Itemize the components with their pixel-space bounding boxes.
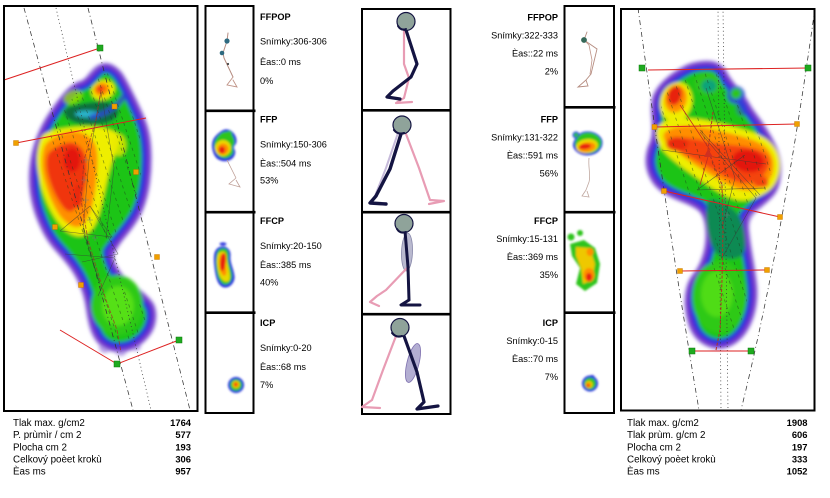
svg-text:Tlak prùm. g/cm 2: Tlak prùm. g/cm 2 <box>627 430 705 441</box>
svg-text:Snímky:131-322: Snímky:131-322 <box>491 133 558 143</box>
svg-text:957: 957 <box>175 466 191 477</box>
svg-text:7%: 7% <box>545 372 558 382</box>
svg-text:Celkový poèet krokù: Celkový poèet krokù <box>13 454 102 465</box>
svg-text:2%: 2% <box>545 67 558 77</box>
svg-text:FFPOP: FFPOP <box>260 12 291 22</box>
svg-text:FFP: FFP <box>260 115 277 125</box>
svg-text:Snímky:20-150: Snímky:20-150 <box>260 241 322 251</box>
svg-text:53%: 53% <box>260 176 278 186</box>
svg-text:Snímky:322-333: Snímky:322-333 <box>491 31 558 41</box>
svg-text:40%: 40% <box>260 278 278 288</box>
svg-text:Plocha cm 2: Plocha cm 2 <box>627 442 681 453</box>
svg-text:1764: 1764 <box>170 417 192 428</box>
svg-text:Èas::70 ms: Èas::70 ms <box>512 354 558 364</box>
svg-text:P. prùmìr / cm 2: P. prùmìr / cm 2 <box>13 430 81 441</box>
svg-text:Snímky:150-306: Snímky:150-306 <box>260 140 327 150</box>
svg-text:7%: 7% <box>260 380 273 390</box>
svg-text:Tlak max. g/cm2: Tlak max. g/cm2 <box>627 418 699 429</box>
svg-text:577: 577 <box>175 429 191 440</box>
svg-text:1908: 1908 <box>787 417 808 428</box>
svg-text:Snímky:0-15: Snímky:0-15 <box>506 336 558 346</box>
svg-text:Èas::369 ms: Èas::369 ms <box>507 252 558 262</box>
svg-text:FFPOP: FFPOP <box>527 13 558 23</box>
svg-text:Èas::22 ms: Èas::22 ms <box>512 49 558 59</box>
svg-text:Èas::0 ms: Èas::0 ms <box>260 57 301 67</box>
svg-text:Celkový poèet krokù: Celkový poèet krokù <box>627 454 716 465</box>
svg-text:306: 306 <box>175 453 191 464</box>
svg-text:Èas::68 ms: Èas::68 ms <box>260 362 306 372</box>
svg-text:Snímky:306-306: Snímky:306-306 <box>260 37 327 47</box>
svg-text:FFP: FFP <box>541 115 558 125</box>
svg-text:606: 606 <box>792 429 808 440</box>
svg-text:Tlak max. g/cm2: Tlak max. g/cm2 <box>13 418 85 429</box>
svg-text:Èas ms: Èas ms <box>13 467 46 478</box>
svg-text:333: 333 <box>792 453 808 464</box>
svg-text:1052: 1052 <box>787 466 808 477</box>
svg-text:35%: 35% <box>540 270 558 280</box>
svg-text:Snímky:15-131: Snímky:15-131 <box>496 234 558 244</box>
svg-text:56%: 56% <box>540 169 558 179</box>
svg-text:Snímky:0-20: Snímky:0-20 <box>260 343 312 353</box>
svg-text:Èas ms: Èas ms <box>627 467 660 478</box>
svg-text:197: 197 <box>792 441 808 452</box>
svg-text:ICP: ICP <box>543 318 558 328</box>
svg-text:ICP: ICP <box>260 318 275 328</box>
svg-text:Plocha cm 2: Plocha cm 2 <box>13 442 67 453</box>
svg-text:FFCP: FFCP <box>260 216 284 226</box>
svg-text:193: 193 <box>175 441 191 452</box>
svg-text:0%: 0% <box>260 76 273 86</box>
svg-text:Èas::591 ms: Èas::591 ms <box>507 151 558 161</box>
svg-text:Èas::504 ms: Èas::504 ms <box>260 159 311 169</box>
svg-text:Èas::385 ms: Èas::385 ms <box>260 260 311 270</box>
svg-text:FFCP: FFCP <box>534 216 558 226</box>
